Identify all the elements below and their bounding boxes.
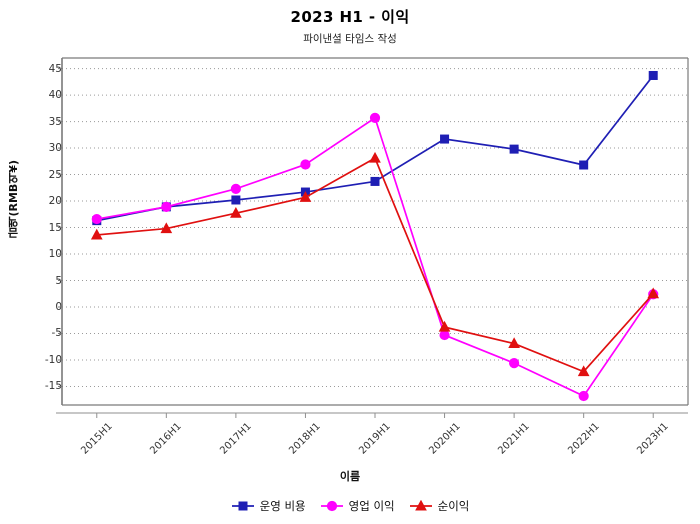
data-point <box>90 228 103 240</box>
y-tick-label: -5 <box>51 327 62 340</box>
data-point <box>369 151 381 163</box>
legend-marker-triangle-icon <box>409 500 432 511</box>
y-tick-label: 20 <box>48 195 62 208</box>
series-3 <box>90 151 660 377</box>
data-point <box>509 358 520 369</box>
y-tick-label: 10 <box>48 248 62 260</box>
chart-subtitle: 파이낸셜 타임스 작성 <box>303 33 397 45</box>
y-tick-label: 15 <box>48 221 62 234</box>
data-point <box>439 329 450 341</box>
data-point <box>230 206 242 218</box>
data-point <box>579 160 589 170</box>
y-tick-label: 30 <box>48 142 62 155</box>
data-point <box>440 134 450 144</box>
data-point <box>577 365 590 377</box>
legend-item[interactable]: 영업 이익 <box>320 498 395 514</box>
legend-label: 영업 이익 <box>348 499 395 513</box>
y-tick-label: 25 <box>48 168 62 181</box>
data-point <box>438 320 451 332</box>
chart-legend: 운영 비용 영업 이익 순이익 <box>0 498 700 514</box>
data-point <box>230 183 241 194</box>
data-point <box>300 159 311 170</box>
x-axis-title: 이름 <box>339 470 361 483</box>
data-point <box>231 195 241 205</box>
data-point <box>509 144 519 154</box>
y-tick-label: 40 <box>48 89 62 102</box>
y-tick-label: -10 <box>44 353 62 366</box>
legend-item[interactable]: 운영 비용 <box>231 498 306 514</box>
legend-label: 운영 비용 <box>259 499 306 513</box>
data-point <box>508 337 520 349</box>
data-point <box>648 70 658 80</box>
data-point <box>161 201 172 212</box>
y-tick-label: 45 <box>48 62 62 75</box>
data-point <box>160 222 173 234</box>
legend-label: 순이익 <box>437 499 470 513</box>
chart-title: 2023 H1 - 이익 <box>290 8 410 26</box>
data-point <box>91 213 102 225</box>
y-axis-tick-labels: 45 40 35 30 25 20 15 10 5 0 -5 -10 -15 <box>22 0 62 524</box>
data-point <box>369 112 381 123</box>
data-point <box>578 390 589 402</box>
y-tick-label: -15 <box>44 380 62 393</box>
legend-marker-square-icon <box>231 501 254 511</box>
data-point <box>299 191 312 202</box>
data-point <box>647 287 660 299</box>
y-tick-label: 35 <box>48 115 62 128</box>
legend-marker-diamond-icon <box>320 500 343 512</box>
legend-item[interactable]: 순이익 <box>409 498 470 514</box>
data-point <box>370 176 380 186</box>
